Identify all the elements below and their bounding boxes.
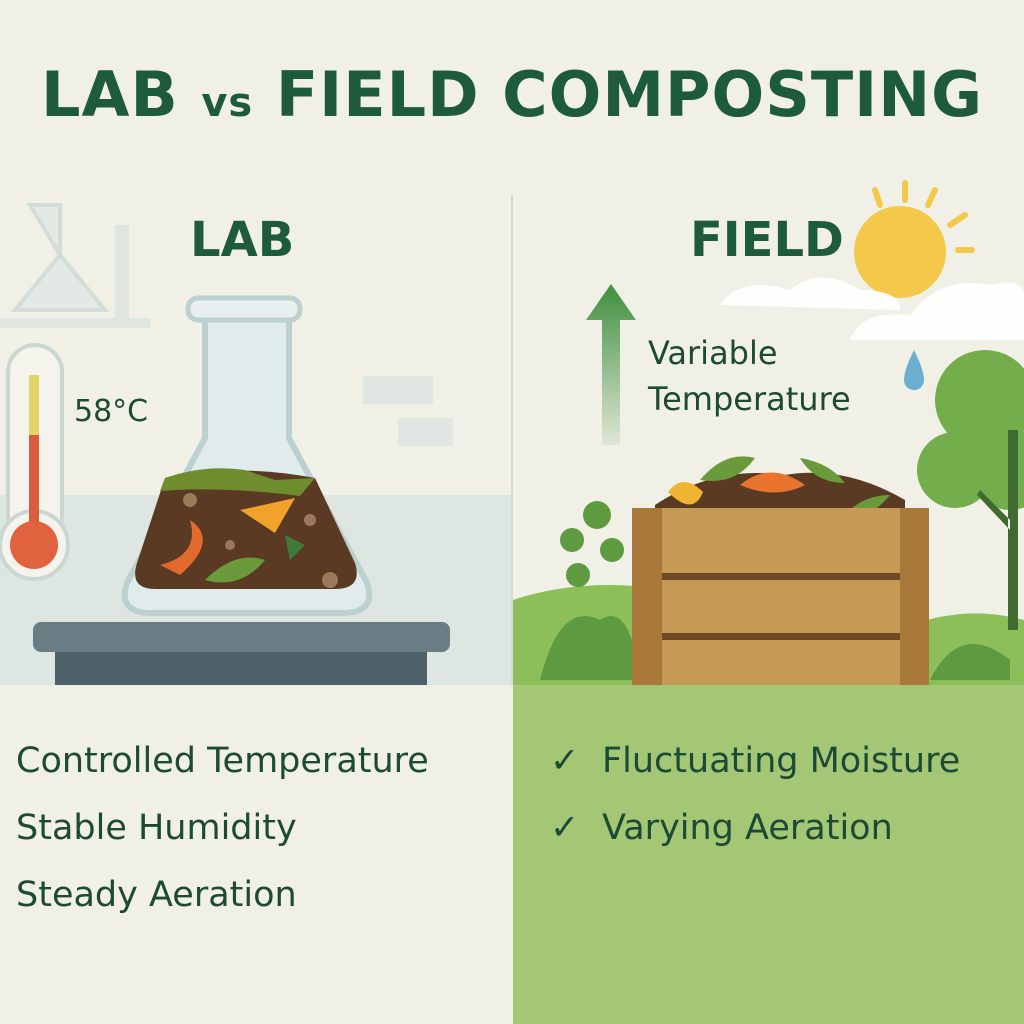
water-drop-icon [904, 350, 924, 390]
field-background [513, 180, 1024, 685]
up-arrow-icon [586, 284, 636, 445]
sun-icon [854, 180, 975, 298]
cloud-icon [850, 282, 1024, 340]
field-feature-label: Varying Aeration [602, 808, 893, 848]
cloud-icon [720, 277, 900, 310]
page-title: LAB vs FIELD COMPOSTING [0, 58, 1024, 131]
flask-icon [121, 295, 373, 616]
tree-icon [917, 350, 1024, 630]
field-feature: ✓ Varying Aeration [550, 795, 960, 862]
check-icon: ✓ [550, 808, 580, 848]
thermometer-reading: 58°C [74, 394, 149, 429]
title-vs: vs [201, 80, 254, 126]
field-feature-label: Fluctuating Moisture [602, 741, 961, 781]
lab-feature: Controlled Temperature [16, 741, 429, 781]
variable-temperature-label: Variable Temperature [648, 330, 851, 422]
title-field-composting: FIELD COMPOSTING [275, 58, 983, 131]
lab-heading: LAB [190, 212, 295, 268]
field-feature: ✓ Fluctuating Moisture [550, 728, 960, 795]
lab-feature: Steady Aeration [16, 875, 297, 915]
variable-label-line1: Variable [648, 334, 778, 372]
variable-label-line2: Temperature [648, 380, 851, 418]
lab-feature: Stable Humidity [16, 808, 297, 848]
center-divider [511, 195, 513, 685]
thermometer-icon [0, 343, 70, 581]
plant-icon [540, 501, 1010, 680]
field-feature-panel [513, 685, 1024, 1024]
hot-plate [33, 622, 450, 685]
compost-bin-icon [632, 456, 929, 685]
check-icon: ✓ [550, 741, 580, 781]
lab-feature-list: Controlled Temperature Stable Humidity S… [16, 728, 429, 929]
field-heading: FIELD [690, 212, 844, 268]
field-feature-list: ✓ Fluctuating Moisture ✓ Varying Aeratio… [550, 728, 960, 862]
title-lab: LAB [40, 58, 179, 131]
